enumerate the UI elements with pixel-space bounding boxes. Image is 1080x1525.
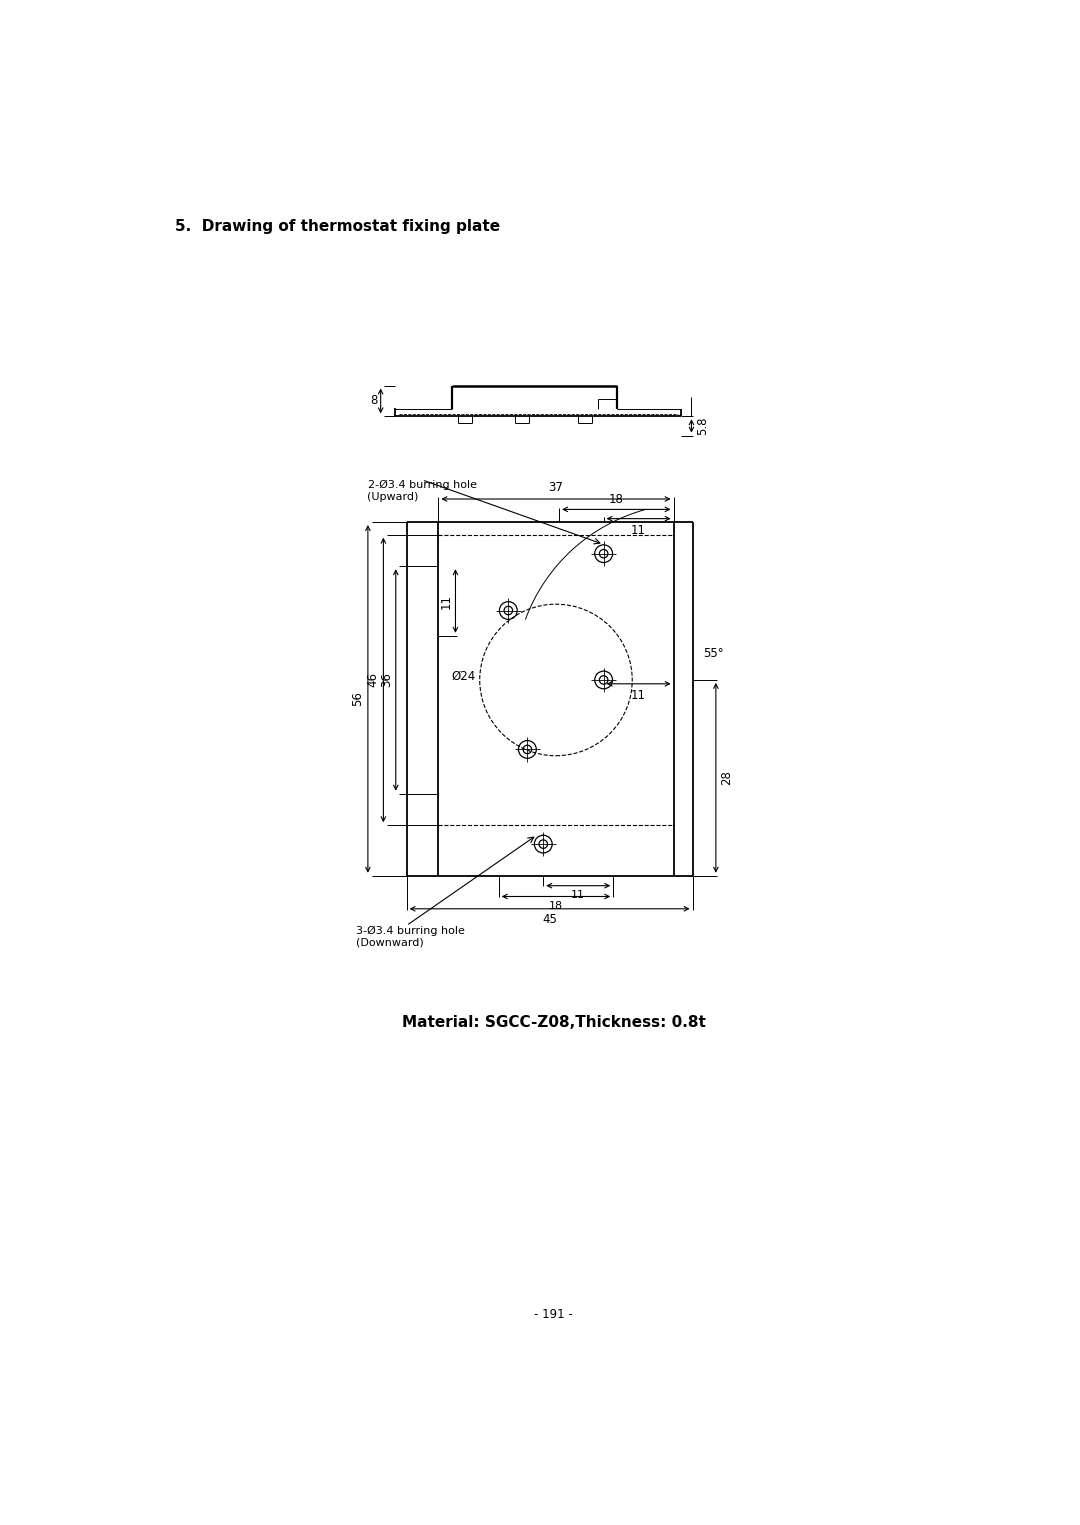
Text: 11: 11 [440,593,453,608]
Text: 45: 45 [542,913,557,926]
Text: 56: 56 [351,691,364,706]
Text: 11: 11 [631,689,646,702]
Text: - 191 -: - 191 - [535,1308,572,1321]
Text: Material: SGCC-Z08,Thickness: 0.8t: Material: SGCC-Z08,Thickness: 0.8t [402,1014,705,1029]
Text: 8: 8 [370,395,378,407]
Text: 11: 11 [631,525,646,537]
Text: 3-Ø3.4 burring hole
(Downward): 3-Ø3.4 burring hole (Downward) [356,926,464,947]
Text: 2-Ø3.4 burring hole
(Upward): 2-Ø3.4 burring hole (Upward) [367,480,476,502]
Text: 37: 37 [549,482,564,494]
Text: 18: 18 [609,493,624,506]
Text: 55°: 55° [703,647,724,659]
Text: 5.  Drawing of thermostat fixing plate: 5. Drawing of thermostat fixing plate [175,220,500,235]
Text: 28: 28 [720,770,733,785]
Text: 36: 36 [380,673,393,688]
Text: Ø24: Ø24 [451,669,476,683]
Text: 5.8: 5.8 [697,416,710,435]
Text: 11: 11 [571,891,585,900]
Text: 46: 46 [366,673,379,688]
Text: 18: 18 [549,901,563,910]
